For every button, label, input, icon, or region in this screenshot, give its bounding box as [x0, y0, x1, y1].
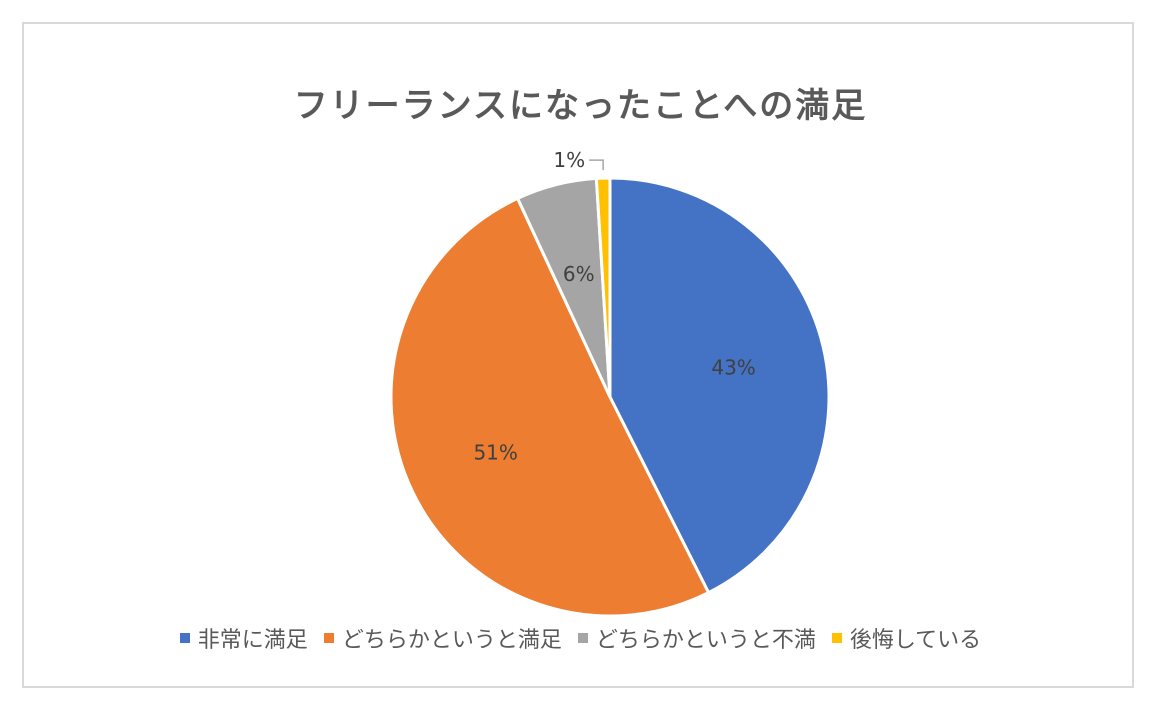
pie-slice-regret — [594, 176, 612, 398]
legend-label-regret: 後悔している — [849, 628, 982, 653]
legend-item-regret: 後悔している — [831, 622, 982, 654]
legend-label-somewhat-satisfied: どちらかというと満足 — [341, 628, 562, 653]
data-label-somewhat-dissatisfied: 6% — [563, 262, 595, 286]
legend-swatch-regret — [831, 633, 842, 643]
chart-legend: 非常に満足 どちらかというと満足 どちらかというと不満 後悔している — [0, 622, 1161, 654]
legend-label-somewhat-dissatisfied: どちらかというと不満 — [595, 628, 816, 653]
legend-label-very-satisfied: 非常に満足 — [197, 628, 308, 653]
legend-item-very-satisfied: 非常に満足 — [179, 622, 308, 654]
chart-title: フリーランスになったことへの満足 — [293, 86, 868, 126]
leader-line-regret — [589, 159, 604, 171]
legend-swatch-somewhat-satisfied — [323, 633, 334, 643]
data-label-regret: 1% — [553, 148, 585, 172]
legend-item-somewhat-dissatisfied: どちらかというと不満 — [577, 622, 816, 654]
pie-slice-somewhat-satisfied — [389, 196, 711, 618]
data-label-somewhat-satisfied: 51% — [473, 440, 517, 464]
data-label-very-satisfied: 43% — [711, 356, 755, 380]
legend-swatch-very-satisfied — [179, 633, 190, 643]
legend-item-somewhat-satisfied: どちらかというと満足 — [323, 622, 562, 654]
pie-slice-very-satisfied — [608, 176, 831, 595]
legend-swatch-somewhat-dissatisfied — [577, 633, 588, 643]
